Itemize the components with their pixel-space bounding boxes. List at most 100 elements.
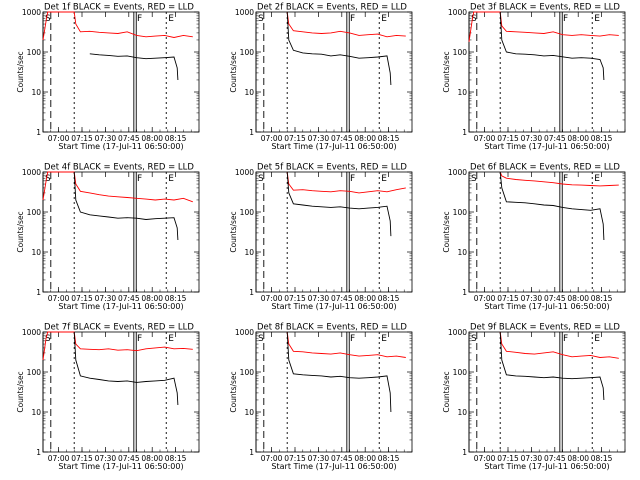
x-tick-label: 07:30 (308, 294, 330, 303)
event-marker-label: S (45, 334, 51, 344)
lld-series-line (468, 11, 619, 42)
y-tick-label: 1000 (22, 8, 41, 17)
x-tick-label: 07:00 (48, 454, 70, 463)
x-tick-label: 08:00 (354, 454, 376, 463)
event-marker-label: E (381, 334, 387, 344)
x-tick-label: 08:00 (141, 454, 163, 463)
y-tick-label: 10 (31, 248, 41, 257)
x-tick-label: 07:00 (474, 134, 496, 143)
y-tick-label: 1000 (22, 328, 41, 337)
event-marker-label: E (381, 14, 387, 24)
x-axis-label: Start Time (17-Jul-11 06:50:00) (271, 462, 396, 471)
event-marker-label: S (258, 334, 264, 344)
x-tick-label: 07:15 (284, 294, 306, 303)
x-tick-label: 07:45 (331, 134, 353, 143)
events-series-line (499, 11, 605, 81)
x-tick-label: 07:45 (118, 134, 140, 143)
events-series-line (499, 171, 605, 241)
x-tick-label: 07:00 (261, 454, 283, 463)
lld-series-line (42, 171, 193, 203)
y-tick-label: 1 (462, 448, 467, 457)
x-tick-label: 07:00 (261, 134, 283, 143)
x-axis-label: Start Time (17-Jul-11 06:50:00) (58, 302, 183, 311)
x-tick-label: 07:00 (261, 294, 283, 303)
y-tick-label: 1000 (235, 8, 254, 17)
event-marker-label: F (137, 14, 142, 24)
lld-series-line (286, 171, 406, 194)
y-tick-label: 10 (244, 408, 254, 417)
y-tick-label: 1 (249, 448, 254, 457)
x-axis-label: Start Time (17-Jul-11 06:50:00) (484, 302, 609, 311)
x-tick-label: 08:00 (354, 294, 376, 303)
x-tick-label: 07:00 (474, 454, 496, 463)
events-series-line (73, 331, 179, 406)
x-tick-label: 07:30 (95, 294, 117, 303)
event-marker-label: E (168, 334, 174, 344)
y-tick-label: 1000 (448, 328, 467, 337)
event-marker-label: S (258, 14, 264, 24)
x-tick-label: 07:45 (544, 294, 566, 303)
x-tick-label: 07:00 (474, 294, 496, 303)
detector-panel: Det 2f BLACK = Events, RED = LLD 1 10 100 10… (229, 3, 413, 151)
events-series-line (89, 53, 179, 81)
x-tick-label: 08:15 (378, 134, 400, 143)
y-tick-label: 10 (244, 248, 254, 257)
y-tick-label: 10 (31, 408, 41, 417)
detector-panel: Det 8f BLACK = Events, RED = LLD 1 10 100 10… (229, 323, 413, 471)
lld-series-line (42, 11, 193, 41)
panel-title: Det 1f BLACK = Events, RED = LLD (44, 3, 194, 13)
events-series-line (286, 331, 392, 413)
y-axis-label: Counts/sec (442, 51, 451, 92)
lld-series-line (286, 11, 406, 38)
y-tick-label: 100 (240, 48, 255, 57)
x-tick-label: 08:15 (378, 454, 400, 463)
y-tick-label: 100 (453, 208, 468, 217)
plot-frame (255, 331, 413, 453)
events-series-line (286, 11, 392, 86)
lld-series-line (42, 331, 193, 361)
panel-title: Det 3f BLACK = Events, RED = LLD (470, 3, 620, 13)
lld-series-line (499, 171, 619, 187)
plot-frame (255, 171, 413, 293)
event-marker-label: F (563, 334, 568, 344)
y-tick-label: 100 (27, 208, 42, 217)
x-axis-label: Start Time (17-Jul-11 06:50:00) (58, 462, 183, 471)
x-tick-label: 07:30 (521, 134, 543, 143)
event-marker-label: S (45, 14, 51, 24)
plot-frame (468, 11, 626, 133)
detector-panel: Det 5f BLACK = Events, RED = LLD 1 10 100 10… (229, 163, 413, 311)
event-marker-label: F (350, 14, 355, 24)
event-marker-label: F (350, 334, 355, 344)
events-series-line (499, 331, 605, 401)
event-marker-label: F (350, 174, 355, 184)
x-tick-label: 07:15 (71, 454, 93, 463)
y-tick-label: 1000 (235, 328, 254, 337)
detector-panel: Det 3f BLACK = Events, RED = LLD 1 10 100 10… (442, 3, 626, 151)
y-tick-label: 10 (244, 88, 254, 97)
y-tick-label: 1000 (448, 168, 467, 177)
x-tick-label: 07:45 (544, 134, 566, 143)
plot-frame (468, 331, 626, 453)
y-tick-label: 10 (457, 408, 467, 417)
x-tick-label: 08:15 (165, 294, 187, 303)
x-tick-label: 07:30 (95, 454, 117, 463)
x-tick-label: 07:30 (521, 294, 543, 303)
lld-series-line (499, 331, 619, 359)
y-tick-label: 1 (36, 448, 41, 457)
x-tick-label: 08:15 (378, 294, 400, 303)
x-tick-label: 08:15 (165, 134, 187, 143)
x-tick-label: 08:00 (141, 134, 163, 143)
y-axis-label: Counts/sec (16, 51, 25, 92)
x-tick-label: 07:15 (284, 454, 306, 463)
plot-frame (42, 171, 200, 293)
x-tick-label: 07:00 (48, 294, 70, 303)
event-marker-label: E (594, 174, 600, 184)
detector-panel: Det 4f BLACK = Events, RED = LLD 1 10 100 10… (16, 163, 200, 311)
y-axis-label: Counts/sec (442, 211, 451, 252)
detector-panel: Det 9f BLACK = Events, RED = LLD 1 10 100 10… (442, 323, 626, 471)
panel-title: Det 5f BLACK = Events, RED = LLD (257, 163, 407, 173)
y-axis-label: Counts/sec (16, 211, 25, 252)
x-axis-label: Start Time (17-Jul-11 06:50:00) (58, 142, 183, 151)
x-tick-label: 07:15 (497, 454, 519, 463)
